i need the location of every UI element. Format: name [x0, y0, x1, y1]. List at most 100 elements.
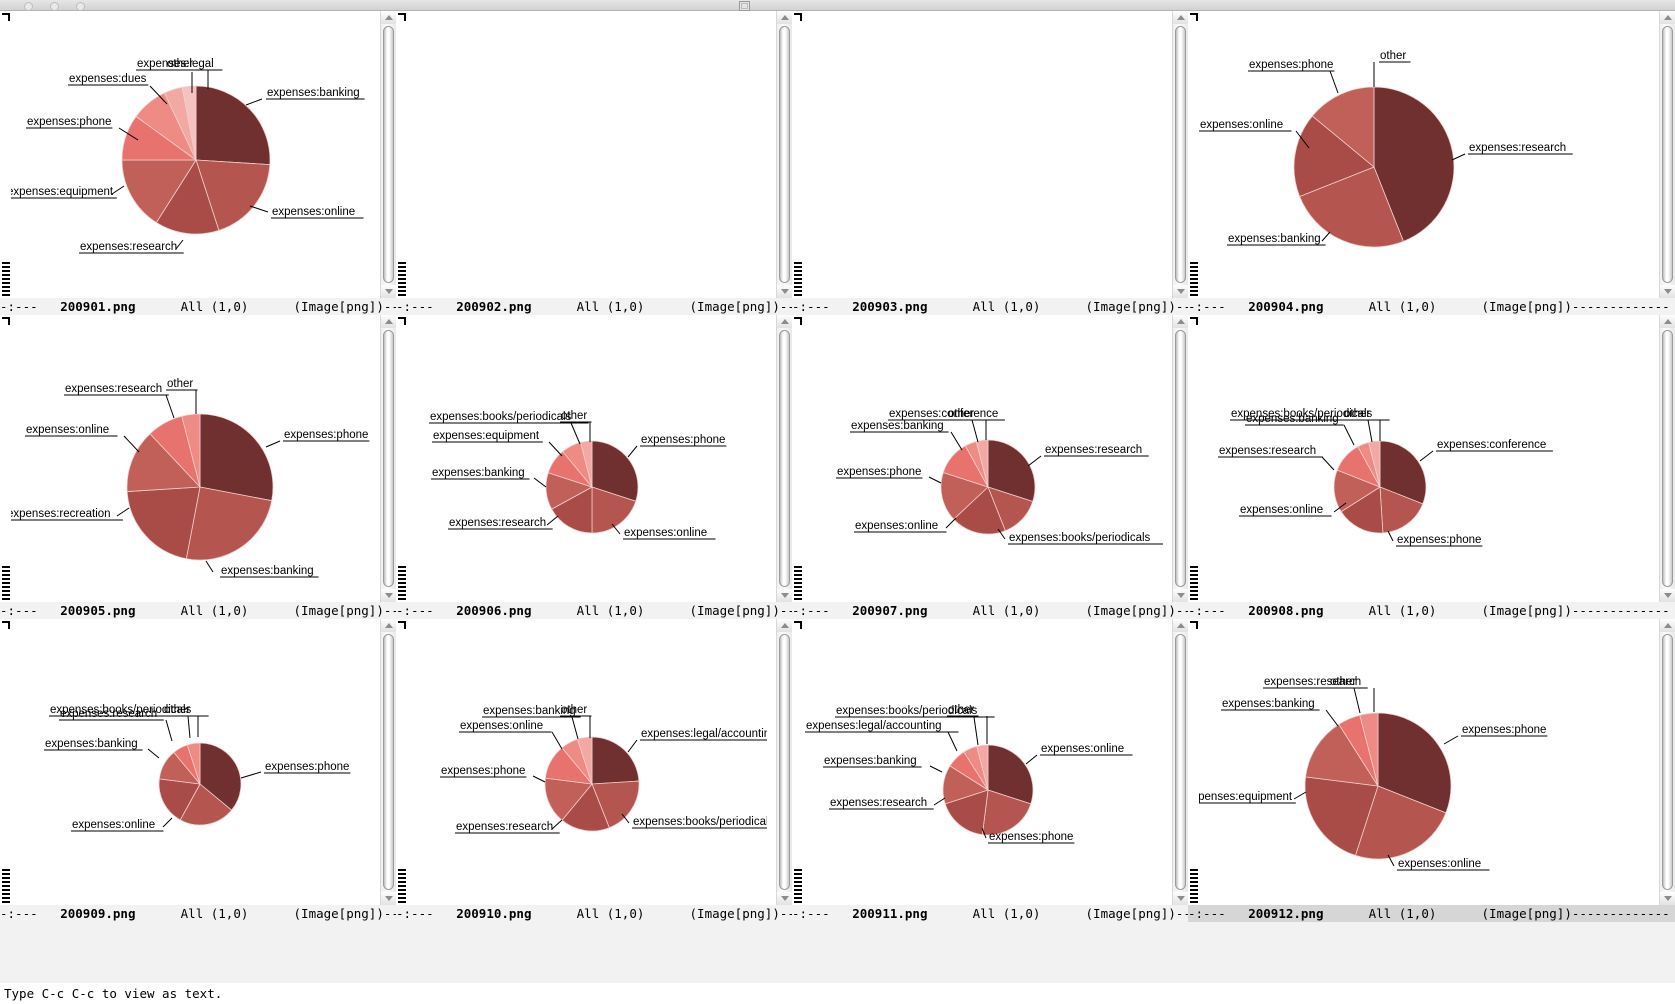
mode-line[interactable]: -:--- 200903.png All (1,0) (Image[png])-… [792, 298, 1188, 315]
mode-line-buffer-name[interactable]: 200908.png [1248, 603, 1324, 618]
scroll-up-arrow-icon[interactable] [777, 315, 792, 328]
emacs-window[interactable]: expenses:phoneexpenses:bankingexpenses:b… [396, 11, 792, 315]
scroll-down-arrow-icon[interactable] [777, 892, 792, 905]
scrollbar-thumb[interactable] [779, 634, 790, 890]
emacs-window[interactable]: expenses:research expenses:banking expense… [1188, 11, 1675, 315]
mode-line[interactable]: -:--- 200911.png All (1,0) (Image[png])-… [792, 905, 1188, 922]
emacs-window[interactable]: expenses:phone expenses:online expenses:eq… [1188, 619, 1675, 922]
vertical-scrollbar[interactable] [1172, 11, 1188, 298]
mode-line-buffer-name[interactable]: 200905.png [60, 603, 136, 618]
vertical-scrollbar[interactable] [380, 11, 396, 298]
scrollbar-thumb[interactable] [779, 26, 790, 283]
vertical-scrollbar[interactable] [1659, 11, 1675, 298]
vertical-scrollbar[interactable] [776, 315, 792, 602]
scroll-down-arrow-icon[interactable] [1660, 892, 1675, 905]
vertical-scrollbar[interactable] [776, 619, 792, 905]
mode-line-buffer-name[interactable]: 200902.png [456, 299, 532, 314]
image-buffer[interactable]: expenses:research expenses:banking expense… [1188, 11, 1675, 298]
scroll-down-arrow-icon[interactable] [381, 285, 396, 298]
image-buffer[interactable]: expenses:conference expenses:phone expense… [1188, 315, 1675, 602]
mode-line[interactable]: -:--- 200901.png All (1,0) (Image[png])-… [0, 298, 396, 315]
emacs-window[interactable]: expenses:banking expenses:online expenses:… [0, 11, 396, 315]
scroll-up-arrow-icon[interactable] [1660, 619, 1675, 632]
emacs-window[interactable]: expenses:phone expenses:online expenses:re… [396, 315, 792, 619]
emacs-window[interactable]: expenses:phone expenses:banking expenses:r… [0, 315, 396, 619]
mode-line[interactable]: -:--- 200908.png All (1,0) (Image[png])-… [1188, 602, 1675, 619]
scroll-up-arrow-icon[interactable] [777, 11, 792, 24]
image-buffer[interactable]: expenses:legal/accounting expenses:books/… [396, 619, 792, 905]
scroll-up-arrow-icon[interactable] [381, 315, 396, 328]
mode-line[interactable]: -:--- 200902.png All (1,0) (Image[png])-… [396, 298, 792, 315]
mode-line-buffer-name[interactable]: 200903.png [852, 299, 928, 314]
vertical-scrollbar[interactable] [1659, 315, 1675, 602]
image-buffer[interactable]: expenses:research expenses:books/periodic… [792, 315, 1188, 602]
window-icon[interactable] [739, 1, 750, 11]
mode-line[interactable]: -:--- 200912.png All (1,0) (Image[png])-… [1188, 905, 1675, 922]
mode-line-buffer-name[interactable]: 200912.png [1248, 906, 1324, 921]
image-buffer[interactable]: expenses:phoneexpenses:bankingexpenses:b… [396, 11, 792, 298]
scroll-down-arrow-icon[interactable] [1173, 892, 1188, 905]
mode-line-buffer-name[interactable]: 200910.png [456, 906, 532, 921]
scroll-up-arrow-icon[interactable] [1173, 11, 1188, 24]
scroll-down-arrow-icon[interactable] [777, 285, 792, 298]
scrollbar-thumb[interactable] [1175, 330, 1186, 587]
scroll-down-arrow-icon[interactable] [777, 589, 792, 602]
scroll-up-arrow-icon[interactable] [1660, 11, 1675, 24]
mode-line-buffer-name[interactable]: 200904.png [1248, 299, 1324, 314]
scrollbar-thumb[interactable] [779, 330, 790, 587]
scroll-down-arrow-icon[interactable] [381, 589, 396, 602]
vertical-scrollbar[interactable] [1659, 619, 1675, 905]
scroll-up-arrow-icon[interactable] [1173, 619, 1188, 632]
scrollbar-thumb[interactable] [1175, 26, 1186, 283]
mode-line[interactable]: -:--- 200910.png All (1,0) (Image[png])-… [396, 905, 792, 922]
scroll-down-arrow-icon[interactable] [381, 892, 396, 905]
mode-line[interactable]: -:--- 200907.png All (1,0) (Image[png])-… [792, 602, 1188, 619]
scroll-down-arrow-icon[interactable] [1660, 285, 1675, 298]
mode-line-buffer-name[interactable]: 200906.png [456, 603, 532, 618]
image-buffer[interactable]: expenses:phoneexpenses:equipmentexpenses… [792, 11, 1188, 298]
scroll-up-arrow-icon[interactable] [381, 619, 396, 632]
emacs-window[interactable]: expenses:conference expenses:phone expense… [1188, 315, 1675, 619]
emacs-window[interactable]: expenses:phoneexpenses:equipmentexpenses… [792, 11, 1188, 315]
scroll-up-arrow-icon[interactable] [1660, 315, 1675, 328]
vertical-scrollbar[interactable] [380, 315, 396, 602]
image-buffer[interactable]: expenses:banking expenses:online expenses:… [0, 11, 396, 298]
circle-icon[interactable] [50, 2, 59, 11]
vertical-scrollbar[interactable] [1172, 315, 1188, 602]
scroll-down-arrow-icon[interactable] [1660, 589, 1675, 602]
image-buffer[interactable]: expenses:phone expenses:banking expenses:r… [0, 315, 396, 602]
mode-line[interactable]: -:--- 200909.png All (1,0) (Image[png])-… [0, 905, 396, 922]
vertical-scrollbar[interactable] [1172, 619, 1188, 905]
vertical-scrollbar[interactable] [380, 619, 396, 905]
circle-icon[interactable] [24, 2, 33, 11]
emacs-window[interactable]: expenses:online expenses:phone expenses:re… [792, 619, 1188, 922]
scroll-up-arrow-icon[interactable] [1173, 315, 1188, 328]
scrollbar-thumb[interactable] [383, 330, 394, 587]
image-buffer[interactable]: expenses:phone expenses:online expenses:ba… [0, 619, 396, 905]
emacs-window[interactable]: expenses:legal/accounting expenses:books/… [396, 619, 792, 922]
scroll-down-arrow-icon[interactable] [1173, 285, 1188, 298]
image-buffer[interactable]: expenses:phone expenses:online expenses:eq… [1188, 619, 1675, 905]
emacs-window[interactable]: expenses:phone expenses:online expenses:ba… [0, 619, 396, 922]
mode-line-buffer-name[interactable]: 200909.png [60, 906, 136, 921]
scroll-down-arrow-icon[interactable] [1173, 589, 1188, 602]
scrollbar-thumb[interactable] [383, 634, 394, 890]
scrollbar-thumb[interactable] [1662, 26, 1673, 283]
scroll-up-arrow-icon[interactable] [777, 619, 792, 632]
scrollbar-thumb[interactable] [1175, 634, 1186, 890]
scrollbar-thumb[interactable] [1662, 634, 1673, 890]
circle-icon[interactable] [76, 2, 85, 11]
scroll-up-arrow-icon[interactable] [381, 11, 396, 24]
mode-line[interactable]: -:--- 200905.png All (1,0) (Image[png])-… [0, 602, 396, 619]
mode-line-buffer-name[interactable]: 200911.png [852, 906, 928, 921]
mode-line[interactable]: -:--- 200906.png All (1,0) (Image[png])-… [396, 602, 792, 619]
image-buffer[interactable]: expenses:phone expenses:online expenses:re… [396, 315, 792, 602]
mode-line[interactable]: -:--- 200904.png All (1,0) (Image[png])-… [1188, 298, 1675, 315]
vertical-scrollbar[interactable] [776, 11, 792, 298]
scrollbar-thumb[interactable] [383, 26, 394, 283]
image-buffer[interactable]: expenses:online expenses:phone expenses:re… [792, 619, 1188, 905]
mode-line-buffer-name[interactable]: 200907.png [852, 603, 928, 618]
scrollbar-thumb[interactable] [1662, 330, 1673, 587]
emacs-window[interactable]: expenses:research expenses:books/periodic… [792, 315, 1188, 619]
mode-line-buffer-name[interactable]: 200901.png [60, 299, 136, 314]
